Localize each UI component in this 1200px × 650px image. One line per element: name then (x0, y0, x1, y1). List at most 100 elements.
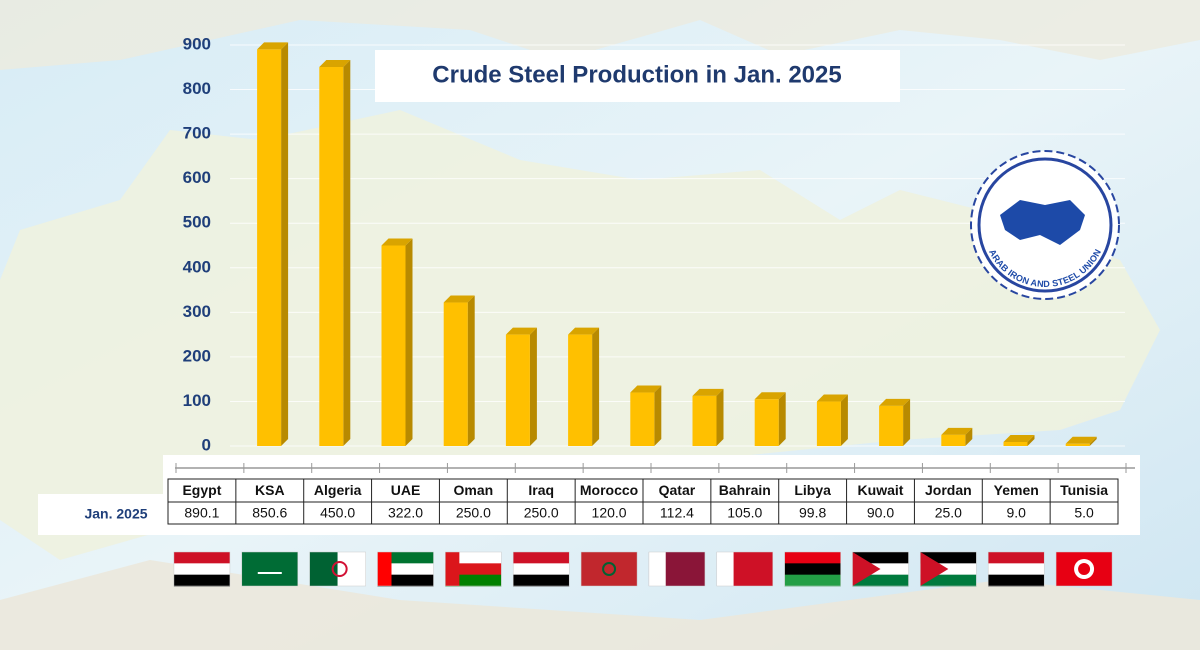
flag-stripe (173, 563, 230, 576)
y-tick-label: 400 (183, 257, 211, 276)
bar-top (941, 427, 973, 435)
bar-side (1089, 436, 1097, 446)
flag-border (173, 551, 231, 587)
value-label: 25.0 (935, 505, 962, 521)
bar-side (965, 427, 973, 446)
value-label: 99.8 (799, 505, 826, 521)
value-label: 9.0 (1006, 505, 1026, 521)
x-tick-label: Iraq (528, 482, 554, 498)
flag-stripe (852, 552, 909, 564)
bar-top (1003, 434, 1035, 442)
flag (241, 551, 299, 587)
flag-stripe (445, 563, 502, 576)
bar (505, 334, 530, 446)
value-label: 112.4 (660, 505, 694, 521)
flag-stripe (784, 563, 841, 576)
bar-top (754, 392, 786, 400)
flag-border (852, 551, 909, 587)
flag-stripe (377, 574, 434, 587)
flag-stripe (716, 552, 734, 586)
flag-triangle (852, 552, 881, 586)
bar-side (840, 394, 848, 446)
x-tick-label: Bahrain (719, 482, 771, 498)
x-tick-label: Kuwait (858, 482, 904, 498)
flag (920, 551, 977, 587)
flag-border (309, 551, 366, 587)
bar (1003, 441, 1028, 446)
flag (852, 551, 909, 587)
flag-stripe (513, 563, 570, 576)
flag-stripe (173, 552, 230, 564)
flag-field (581, 552, 638, 586)
flag-stripe (445, 552, 460, 586)
bar-top (443, 295, 475, 303)
flag-stripe (784, 552, 841, 564)
y-tick-label: 100 (183, 391, 211, 410)
value-label: 90.0 (867, 505, 894, 521)
flag-stripe (988, 574, 1045, 587)
flag-border (445, 551, 502, 587)
chart-title: Crude Steel Production in Jan. 2025 (432, 61, 841, 88)
bar-top (568, 327, 600, 335)
x-tick-label: Egypt (182, 482, 221, 498)
x-tick-label: KSA (255, 482, 285, 498)
flag-border (512, 551, 570, 587)
value-label: 322.0 (388, 505, 423, 521)
flag-stripe (513, 552, 570, 564)
x-tick-label: UAE (391, 482, 421, 498)
y-tick-label: 0 (202, 435, 211, 454)
flag-emblem (257, 572, 282, 574)
value-label: 450.0 (320, 505, 355, 521)
logo-map (1000, 200, 1085, 245)
flag-emblem (602, 562, 617, 576)
flag-border (987, 551, 1045, 587)
flag-stripe (648, 552, 666, 586)
flag-stripe (920, 574, 977, 587)
bar (816, 401, 841, 446)
flag-stripe (988, 563, 1045, 576)
bar-side (405, 238, 413, 446)
flag-stripe (920, 552, 977, 564)
bar-side (778, 392, 786, 446)
x-tick-label: Qatar (659, 482, 696, 498)
logo: ARAB IRON AND STEEL UNION (970, 150, 1120, 300)
flag-stripe (513, 574, 570, 587)
bar (568, 334, 593, 446)
y-tick-label: 800 (183, 79, 211, 98)
bar (443, 302, 468, 446)
flag (445, 551, 502, 587)
flag (784, 551, 841, 587)
map-land (0, 0, 1200, 70)
bar (692, 395, 717, 446)
flag-stripe (852, 563, 909, 576)
y-tick-label: 500 (183, 213, 211, 232)
flag-stripe (445, 552, 502, 564)
flag-stripe (852, 574, 909, 587)
flag-border (241, 551, 299, 587)
flag (309, 551, 366, 587)
bar-top (505, 327, 537, 335)
value-label: 5.0 (1074, 505, 1094, 521)
value-label: 890.1 (184, 505, 219, 521)
bar (879, 405, 904, 446)
flag-border (716, 551, 774, 587)
flag-emblem (331, 561, 348, 577)
title-box (375, 50, 900, 102)
bars (257, 42, 1097, 447)
bar-side (529, 327, 537, 446)
flag-border (784, 551, 841, 587)
flag (512, 551, 570, 587)
bar-top (319, 60, 351, 68)
flag-stripe (377, 552, 434, 564)
flag-stripe (445, 574, 502, 587)
y-tick-label: 300 (183, 302, 211, 321)
bar-side (716, 388, 724, 446)
flag (1055, 551, 1113, 587)
flag-border (648, 551, 706, 587)
value-label: 105.0 (727, 505, 762, 521)
bar (1065, 443, 1090, 446)
flag-border (377, 551, 434, 587)
bar-top (630, 385, 662, 393)
bar-top (1065, 436, 1097, 444)
bar-side (281, 42, 289, 446)
